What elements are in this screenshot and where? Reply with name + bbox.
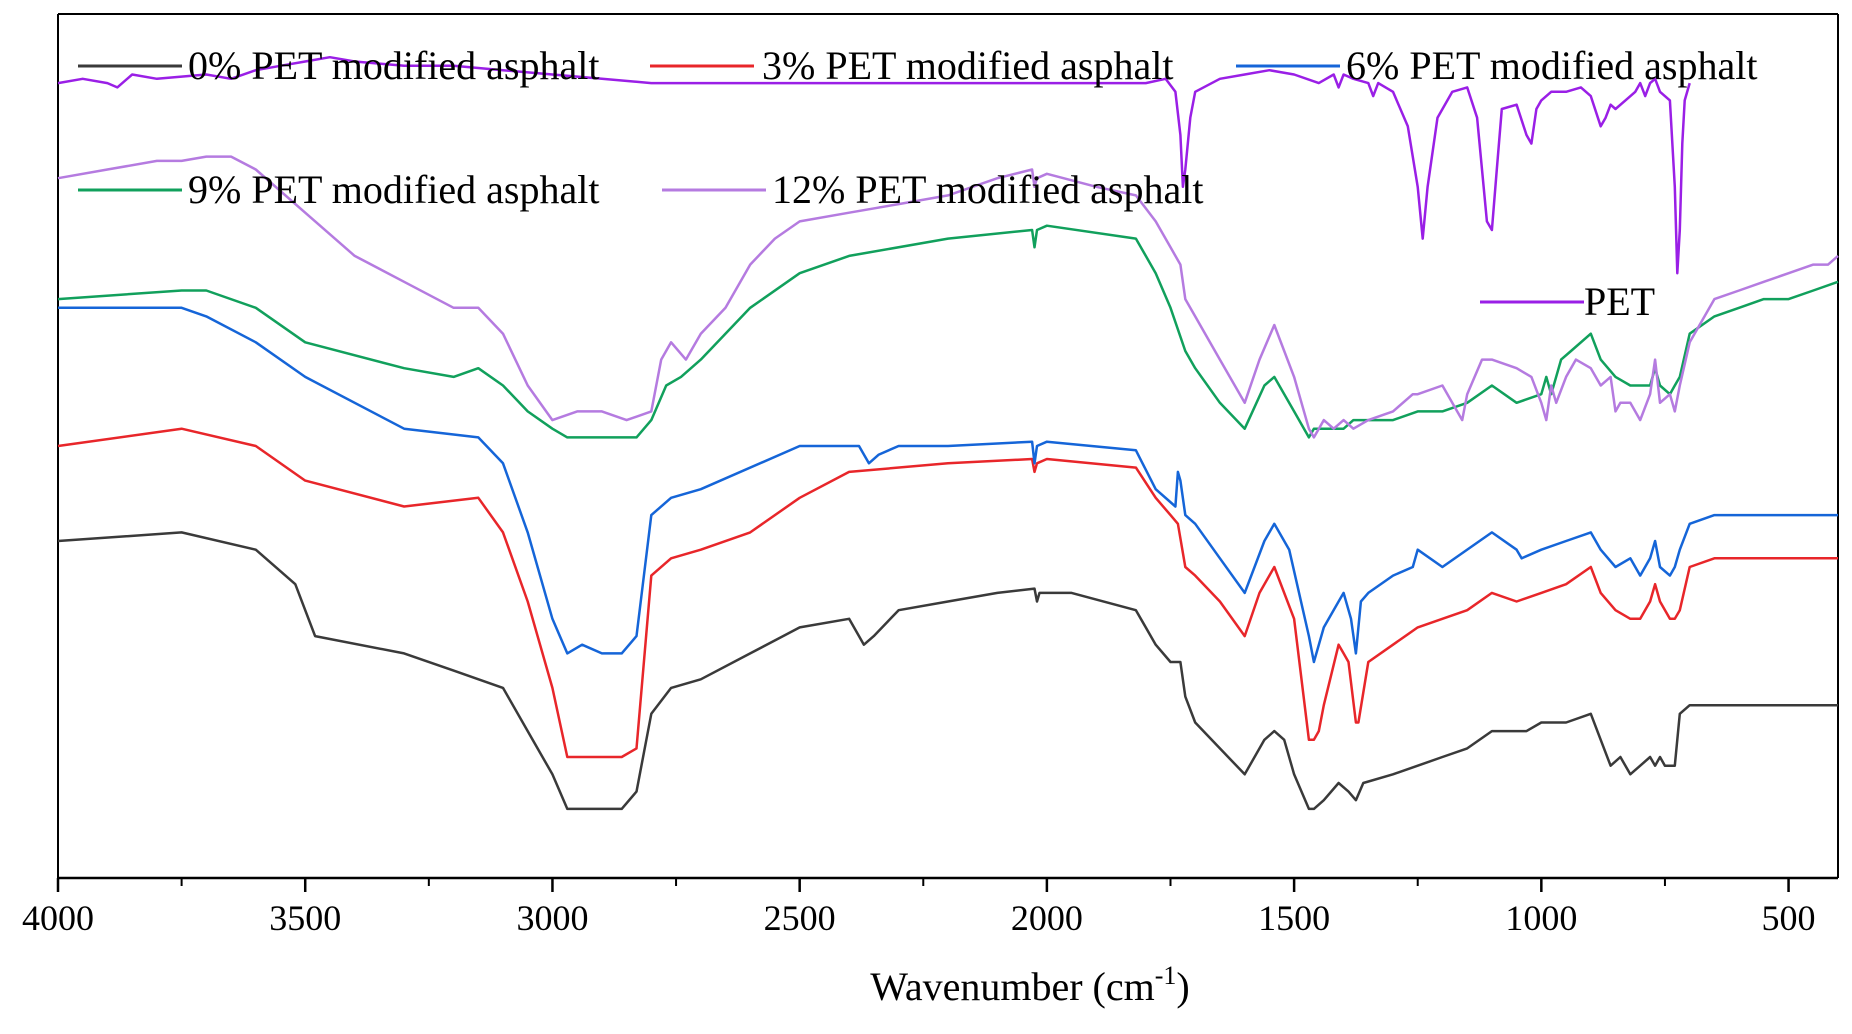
series-line-12-pet-modified-asphalt bbox=[57, 155, 1839, 439]
series-line-3-pet-modified-asphalt bbox=[57, 427, 1838, 759]
series-line-9-pet-modified-asphalt bbox=[57, 224, 1839, 439]
x-axis-title-close: ) bbox=[1176, 964, 1189, 1009]
x-tick-label: 3000 bbox=[516, 898, 588, 938]
series-line-pet bbox=[57, 55, 1691, 275]
legend-label-3pct: 3% PET modified asphalt bbox=[762, 43, 1173, 88]
x-axis-ticks: 4000 3500 3000 2500 2000 1500 1000 500 bbox=[22, 878, 1816, 938]
x-tick-label: 4000 bbox=[22, 898, 94, 938]
legend-label-0pct: 0% PET modified asphalt bbox=[188, 43, 599, 88]
legend: 0% PET modified asphalt 3% PET modified … bbox=[78, 43, 1757, 324]
x-tick-label: 500 bbox=[1762, 898, 1816, 938]
x-axis-title-superscript: -1 bbox=[1155, 961, 1177, 990]
legend-label-pet: PET bbox=[1584, 279, 1655, 324]
series-group bbox=[57, 55, 1839, 811]
legend-label-6pct: 6% PET modified asphalt bbox=[1346, 43, 1757, 88]
x-tick-label: 1500 bbox=[1258, 898, 1330, 938]
x-axis-title: Wavenumber (cm-1) bbox=[870, 961, 1189, 1009]
x-tick-label: 2500 bbox=[764, 898, 836, 938]
legend-label-12pct: 12% PET modified asphalt bbox=[772, 167, 1203, 212]
x-axis-title-main: Wavenumber (cm bbox=[870, 964, 1154, 1009]
x-tick-label: 3500 bbox=[269, 898, 341, 938]
x-tick-label: 1000 bbox=[1505, 898, 1577, 938]
x-tick-label: 2000 bbox=[1011, 898, 1083, 938]
series-line-0-pet-modified-asphalt bbox=[57, 531, 1838, 811]
legend-label-9pct: 9% PET modified asphalt bbox=[188, 167, 599, 212]
series-line-6-pet-modified-asphalt bbox=[58, 306, 1838, 664]
